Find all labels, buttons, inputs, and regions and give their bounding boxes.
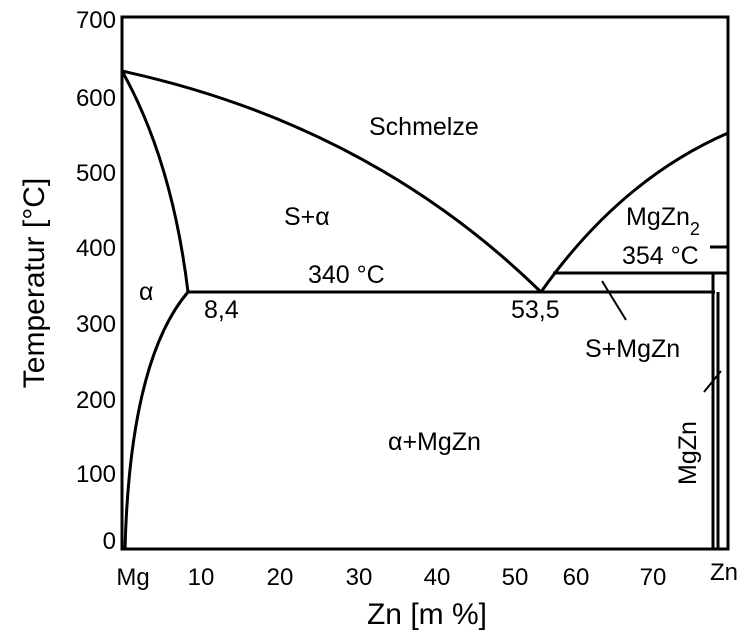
liquidus-left-curve (121, 69, 543, 294)
y-tick-600: 600 (76, 85, 116, 112)
s-mgzn-leader (601, 280, 627, 321)
solubility-limit-label: 8,4 (204, 296, 239, 324)
y-tick-700: 700 (76, 7, 116, 34)
region-mgzn-vertical-label: MgZn (674, 421, 702, 485)
x-tick-zn: Zn (710, 559, 738, 586)
peritectic-temp-label: 354 °C (622, 242, 699, 270)
x-axis-title: Zn [m %] (367, 598, 487, 631)
liquidus-right-curve (539, 131, 729, 293)
x-tick-mg: Mg (116, 564, 149, 591)
y-tick-200: 200 (76, 387, 116, 414)
eutectic-comp-label: 53,5 (511, 296, 560, 324)
x-tick-30: 30 (346, 564, 373, 591)
y-tick-300: 300 (76, 311, 116, 338)
y-tick-100: 100 (76, 461, 116, 488)
x-tick-20: 20 (267, 564, 294, 591)
x-tick-50: 50 (502, 564, 529, 591)
solidus-curve (120, 70, 190, 293)
x-tick-70: 70 (640, 564, 667, 591)
region-s-alpha-label: S+α (284, 203, 330, 231)
region-melt-label: Schmelze (369, 113, 479, 141)
y-tick-500: 500 (76, 160, 116, 187)
region-alpha-mgzn-label: α+MgZn (388, 428, 481, 456)
y-axis-title: Temperatur [°C] (18, 178, 51, 388)
region-mgzn2-label: MgZn2 (626, 203, 700, 239)
x-tick-60: 60 (563, 564, 590, 591)
y-tick-400: 400 (76, 235, 116, 262)
x-tick-40: 40 (424, 564, 451, 591)
eutectic-temp-label: 340 °C (308, 261, 385, 289)
region-s-mgzn-label: S+MgZn (585, 335, 680, 363)
x-tick-10: 10 (188, 564, 215, 591)
y-tick-0: 0 (103, 528, 116, 555)
plot-frame (120, 15, 730, 551)
mgzn2-subscript: 2 (690, 219, 700, 239)
region-alpha-label: α (139, 278, 153, 306)
solvus-curve (123, 291, 190, 550)
mgzn-leader (703, 370, 722, 393)
